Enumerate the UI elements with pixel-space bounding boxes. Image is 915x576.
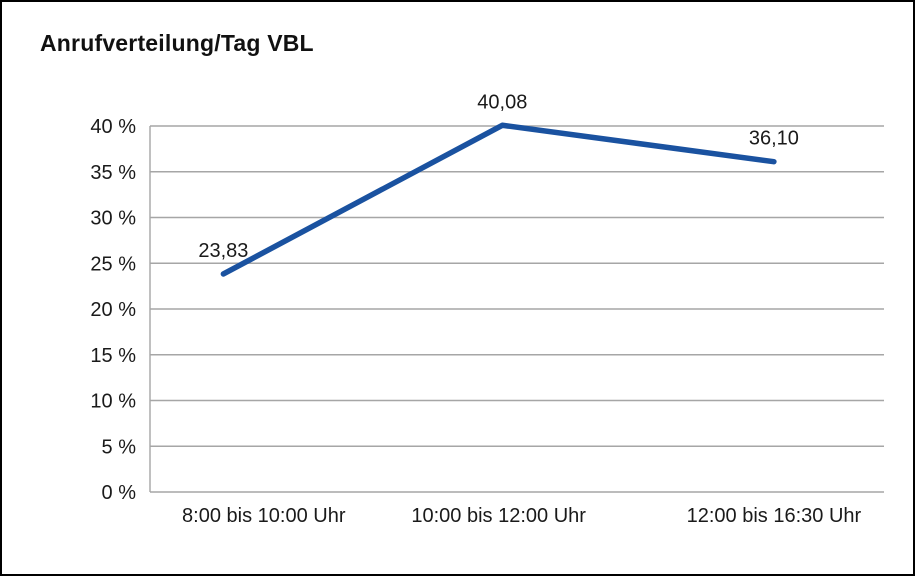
x-category-label: 8:00 bis 10:00 Uhr <box>182 505 346 527</box>
y-tick-label: 5 % <box>102 436 137 458</box>
y-tick-label: 40 % <box>90 116 136 138</box>
x-category-label: 12:00 bis 16:30 Uhr <box>687 505 862 527</box>
y-tick-label: 30 % <box>90 208 136 230</box>
data-point-label: 40,08 <box>477 91 527 113</box>
y-tick-label: 15 % <box>90 345 136 367</box>
chart-title: Anrufverteilung/Tag VBL <box>40 30 314 56</box>
y-tick-label: 20 % <box>90 299 136 321</box>
x-category-label: 10:00 bis 12:00 Uhr <box>411 505 586 527</box>
data-point-label: 36,10 <box>749 128 799 150</box>
series-line <box>220 122 777 277</box>
y-tick-label: 25 % <box>90 253 136 275</box>
y-tick-label: 0 % <box>102 482 137 504</box>
data-point-label: 23,83 <box>198 240 248 262</box>
y-tick-label: 10 % <box>90 391 136 413</box>
y-tick-label: 35 % <box>90 162 136 184</box>
